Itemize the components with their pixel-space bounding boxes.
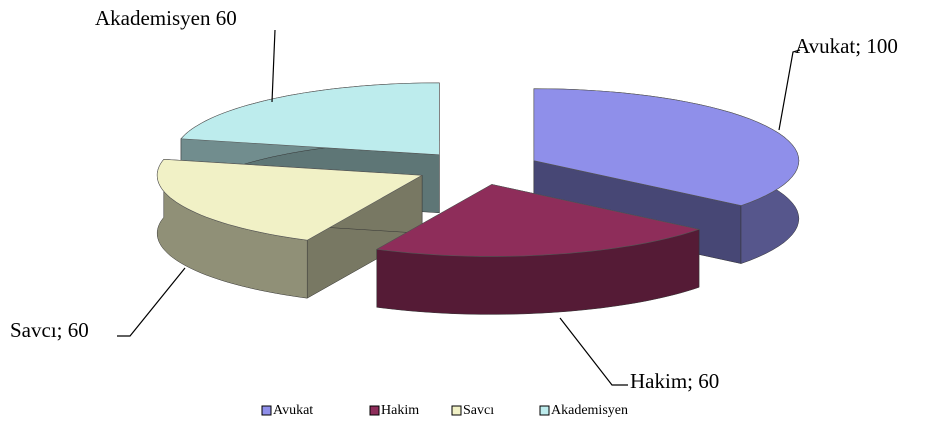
leader-line bbox=[117, 267, 186, 337]
slice-outer-wall bbox=[376, 229, 699, 315]
legend: Avukat Hakim Savcı Akademisyen bbox=[261, 403, 628, 418]
legend-label: Savcı bbox=[463, 403, 494, 418]
labels: Avukat; 100 Hakim; 60 Savcı; 60 Akademisyen… bbox=[10, 6, 898, 393]
leader-line bbox=[271, 29, 276, 103]
legend-swatch bbox=[369, 405, 380, 416]
data-label: Akademisyen 60 bbox=[95, 6, 237, 30]
slice-outer-wall bbox=[157, 159, 308, 299]
legend-label: Akademisyen bbox=[551, 403, 628, 418]
tops bbox=[156, 82, 800, 257]
legend-swatch bbox=[261, 405, 272, 416]
data-label: Savcı; 60 bbox=[10, 318, 89, 342]
slice bbox=[180, 82, 440, 156]
leader-line bbox=[559, 317, 628, 386]
legend-swatch bbox=[451, 405, 462, 416]
data-label: Avukat; 100 bbox=[795, 34, 898, 58]
legend-label: Hakim bbox=[381, 403, 419, 418]
slice bbox=[375, 184, 701, 257]
legend-swatch bbox=[539, 405, 550, 416]
slice bbox=[533, 88, 800, 206]
leader-line bbox=[778, 49, 801, 131]
legend-label: Avukat bbox=[273, 403, 313, 418]
slice bbox=[156, 158, 424, 241]
data-label: Hakim; 60 bbox=[630, 369, 719, 393]
